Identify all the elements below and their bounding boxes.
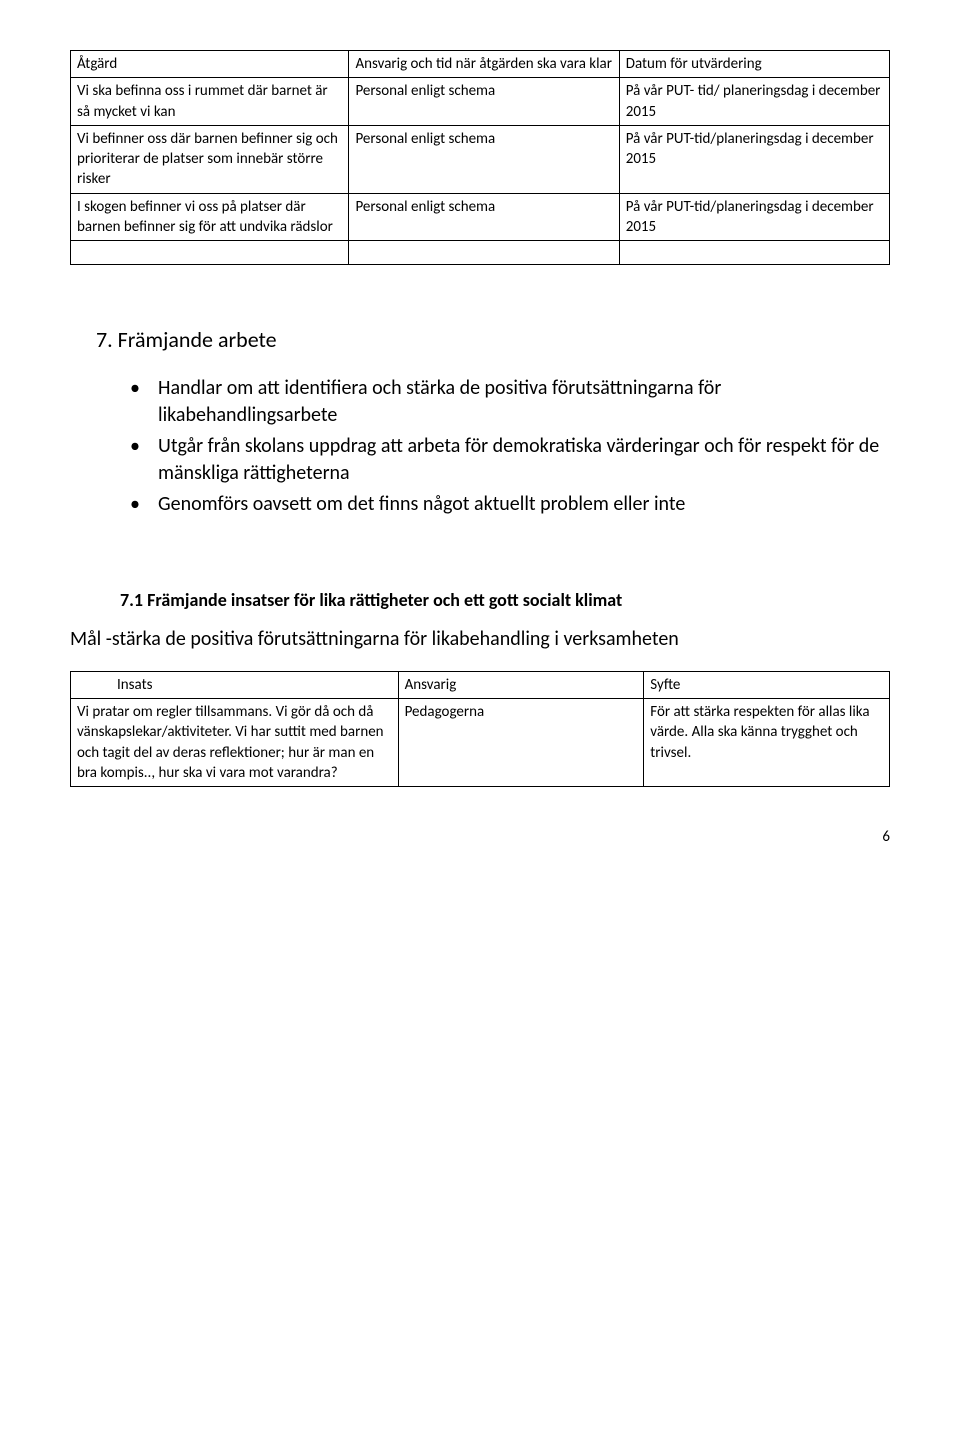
list-item: Utgår från skolans uppdrag att arbeta fö… xyxy=(130,433,890,487)
list-item: Genomförs oavsett om det finns något akt… xyxy=(130,491,890,518)
table-row: Vi pratar om regler tillsammans. Vi gör … xyxy=(71,699,890,787)
bullet-list: Handlar om att identifiera och stärka de… xyxy=(130,375,890,518)
cell: På vår PUT- tid/ planeringsdag i decembe… xyxy=(619,78,889,126)
cell: För att stärka respekten för allas lika … xyxy=(644,699,890,787)
cell xyxy=(619,241,889,265)
cell: Pedagogerna xyxy=(398,699,644,787)
header-cell: Ansvarig xyxy=(398,671,644,698)
insats-table: Insats Ansvarig Syfte Vi pratar om regle… xyxy=(70,671,890,787)
cell: Personal enligt schema xyxy=(349,125,619,193)
cell: I skogen befinner vi oss på platser där … xyxy=(71,193,349,241)
subsection-heading: 7.1 Främjande insatser för lika rättighe… xyxy=(120,588,890,612)
cell: På vår PUT-tid/planeringsdag i december … xyxy=(619,193,889,241)
cell: På vår PUT-tid/planeringsdag i december … xyxy=(619,125,889,193)
table-header-row: Insats Ansvarig Syfte xyxy=(71,671,890,698)
cell: Personal enligt schema xyxy=(349,78,619,126)
actions-table: Åtgärd Ansvarig och tid när åtgärden ska… xyxy=(70,50,890,265)
goal-text: Mål -stärka de positiva förutsättningarn… xyxy=(70,626,890,653)
header-cell: Syfte xyxy=(644,671,890,698)
header-cell: Ansvarig och tid när åtgärden ska vara k… xyxy=(349,51,619,78)
cell: Vi ska befinna oss i rummet där barnet ä… xyxy=(71,78,349,126)
list-item: Handlar om att identifiera och stärka de… xyxy=(130,375,890,429)
table-row: Vi ska befinna oss i rummet där barnet ä… xyxy=(71,78,890,126)
header-cell: Insats xyxy=(71,671,399,698)
section-heading: 7. Främjande arbete xyxy=(96,325,890,355)
header-cell: Åtgärd xyxy=(71,51,349,78)
cell: Personal enligt schema xyxy=(349,193,619,241)
table-empty-row xyxy=(71,241,890,265)
cell: Vi pratar om regler tillsammans. Vi gör … xyxy=(71,699,399,787)
cell xyxy=(349,241,619,265)
header-cell: Datum för utvärdering xyxy=(619,51,889,78)
cell: Vi befinner oss där barnen befinner sig … xyxy=(71,125,349,193)
cell xyxy=(71,241,349,265)
table-row: Vi befinner oss där barnen befinner sig … xyxy=(71,125,890,193)
page-number: 6 xyxy=(70,827,890,847)
table-row: I skogen befinner vi oss på platser där … xyxy=(71,193,890,241)
table-header-row: Åtgärd Ansvarig och tid när åtgärden ska… xyxy=(71,51,890,78)
